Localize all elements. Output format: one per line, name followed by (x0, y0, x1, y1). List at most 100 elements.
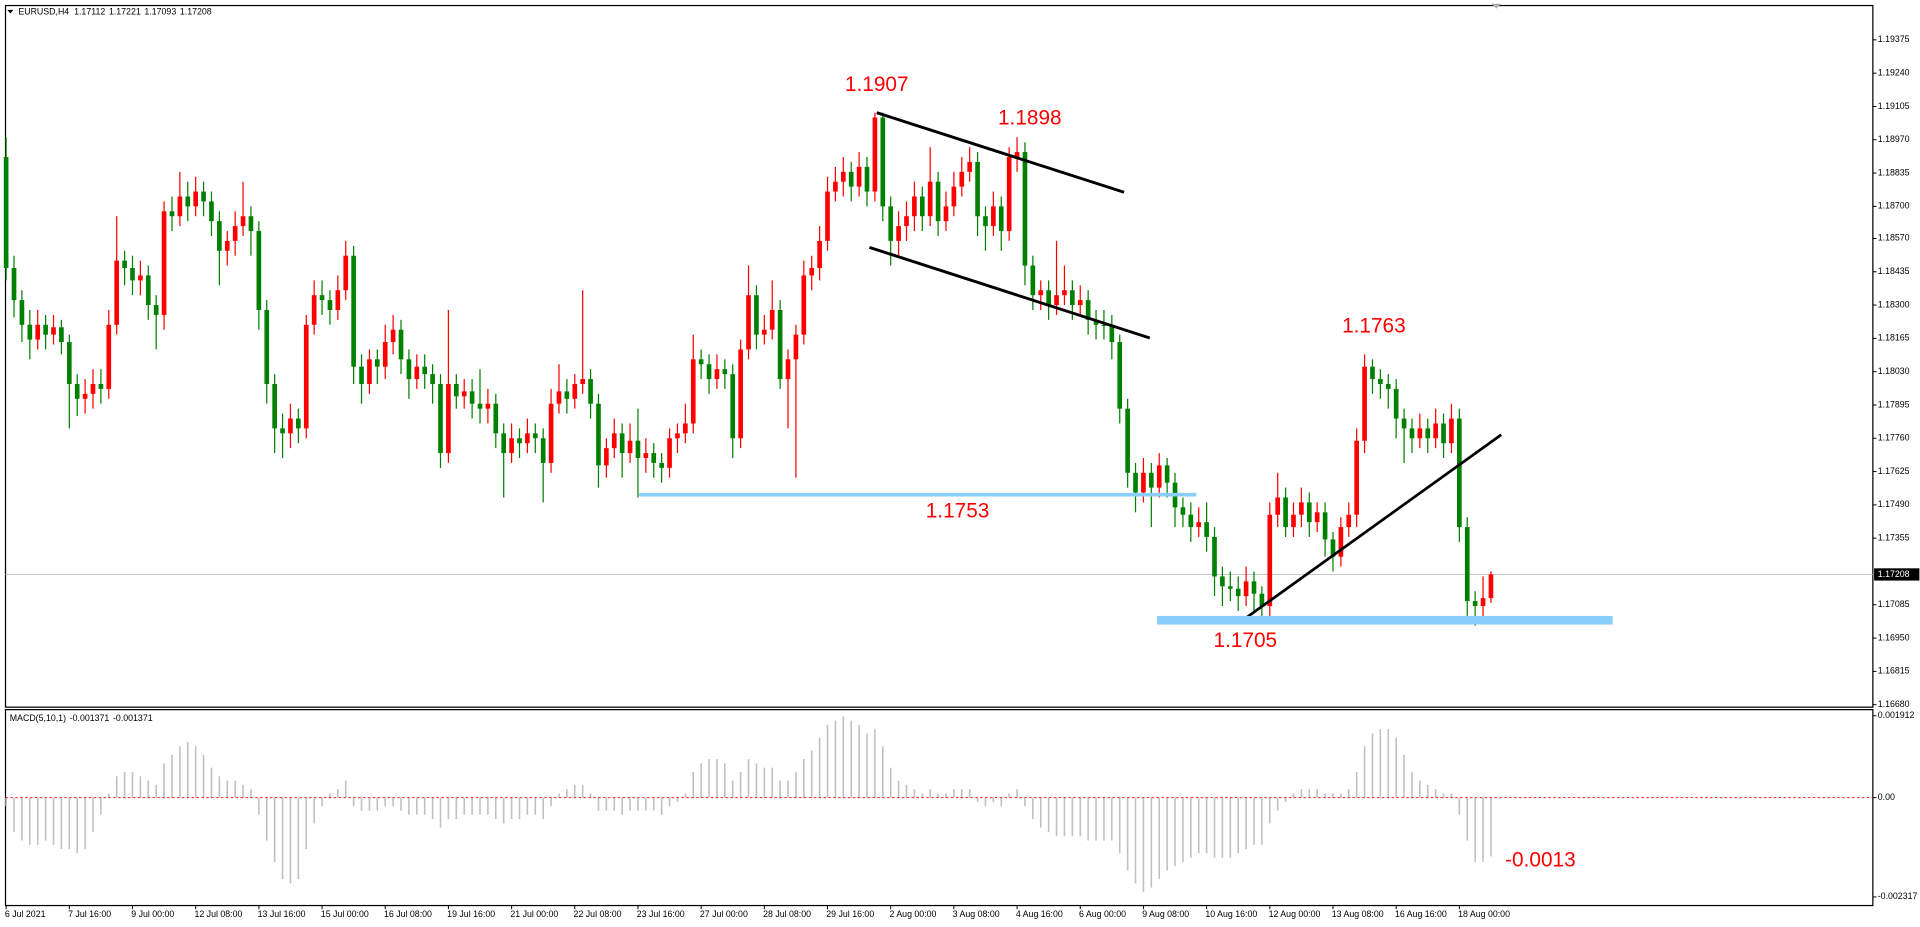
candle-body (1425, 428, 1431, 439)
x-tick-label: 15 Jul 00:00 (321, 909, 369, 919)
candle-body (1227, 586, 1233, 589)
candle-body (769, 309, 775, 330)
candle-body (1156, 465, 1162, 488)
annotation: 1.1907 (845, 73, 909, 96)
candle-body (1346, 514, 1352, 528)
candle-body (382, 342, 388, 367)
candle-body (943, 206, 949, 222)
candle-body (1117, 342, 1123, 409)
candle-body (430, 374, 435, 384)
candle-body (833, 181, 838, 192)
candle-body (1046, 290, 1051, 306)
candle-body (532, 433, 538, 439)
candle-body (74, 383, 80, 399)
candle-body (1314, 512, 1320, 523)
annotation: 1.1753 (926, 499, 990, 522)
candle-body (319, 295, 325, 301)
candle-body (848, 171, 854, 187)
candle-body (864, 166, 870, 192)
candle-body (1393, 388, 1399, 419)
candle-body (1062, 290, 1067, 296)
candle-body (201, 191, 206, 202)
candle-body (1370, 366, 1375, 380)
candle-body (1354, 440, 1360, 515)
close-value: 1.17208 (180, 7, 212, 17)
candle-body (935, 181, 941, 222)
candle-body (1149, 472, 1154, 488)
candle-body (1306, 502, 1312, 523)
shift-marker (1491, 3, 1502, 9)
candle-body (604, 448, 609, 466)
candle-body (556, 391, 562, 404)
candle-body (998, 206, 1004, 232)
candle-body (359, 366, 364, 384)
y-tick-label: 0.001912 (1878, 710, 1915, 720)
candle-body (43, 324, 48, 335)
x-tick-label: 16 Aug 16:00 (1395, 909, 1447, 919)
candle-body (1077, 300, 1083, 306)
y-tick-label: 1.17490 (1878, 499, 1910, 509)
candle-body (469, 391, 475, 404)
candle-body (1472, 601, 1478, 607)
candle-body (896, 226, 901, 241)
y-tick-label: 1.18030 (1878, 366, 1910, 376)
candle-body (951, 186, 957, 207)
candle-body (1085, 300, 1091, 320)
y-tick-label: 1.17895 (1878, 399, 1910, 409)
y-tick-label: 1.17085 (1878, 599, 1910, 609)
candle-body (690, 359, 696, 424)
candle-body (1330, 539, 1336, 557)
y-tick-label: 1.18835 (1878, 167, 1910, 177)
x-tick-label: 21 Jul 00:00 (510, 909, 558, 919)
candle-body (919, 196, 925, 217)
y-tick-label: 1.19375 (1878, 34, 1910, 44)
candle-body (840, 171, 846, 182)
candle-body (177, 196, 183, 217)
candle-body (288, 418, 293, 434)
candle-body (643, 453, 649, 459)
candle-body (1006, 157, 1012, 232)
y-tick-label: 1.17355 (1878, 533, 1910, 543)
support-zone (1157, 615, 1613, 625)
candle-body (872, 117, 878, 192)
candle-body (1109, 324, 1115, 343)
macd-value: -0.001371 (70, 713, 110, 723)
candle-body (406, 359, 412, 380)
x-tick-label: 7 Jul 16:00 (68, 909, 111, 919)
candle-body (1291, 514, 1296, 528)
candle-body (904, 216, 909, 227)
candle-body (1196, 522, 1202, 528)
candle-body (1433, 423, 1438, 439)
candle-body (730, 374, 736, 439)
annotation: 1.1763 (1342, 314, 1406, 337)
x-tick-label: 10 Aug 16:00 (1205, 909, 1257, 919)
candle-body (82, 393, 88, 399)
menu-arrow (7, 9, 14, 14)
symbol: EURUSD,H4 (18, 7, 69, 17)
candle-body (209, 201, 214, 222)
candle-body (1322, 512, 1328, 540)
x-tick-label: 6 Jul 2021 (5, 909, 46, 919)
y-tick-label: 1.18570 (1878, 233, 1910, 243)
candle-body (264, 309, 270, 384)
x-tick-label: 2 Aug 00:00 (889, 909, 936, 919)
candle-body (138, 275, 143, 281)
candle-body (90, 383, 96, 394)
candle-body (975, 161, 980, 217)
annotation: 1.1898 (998, 106, 1062, 129)
candle-body (1457, 418, 1462, 528)
x-tick-label: 13 Jul 16:00 (258, 909, 306, 919)
candle-body (98, 383, 104, 389)
candle-body (327, 300, 333, 310)
open-value: 1.17112 (74, 7, 105, 17)
price-panel (4, 4, 1874, 708)
candle-body (912, 196, 917, 217)
candle-body (675, 433, 680, 439)
candle-body (461, 391, 467, 397)
candle-body (596, 403, 601, 466)
candle-body (825, 191, 830, 241)
candle-body (1299, 502, 1304, 515)
x-tick-label: 29 Jul 16:00 (826, 909, 874, 919)
candle-body (280, 428, 285, 434)
